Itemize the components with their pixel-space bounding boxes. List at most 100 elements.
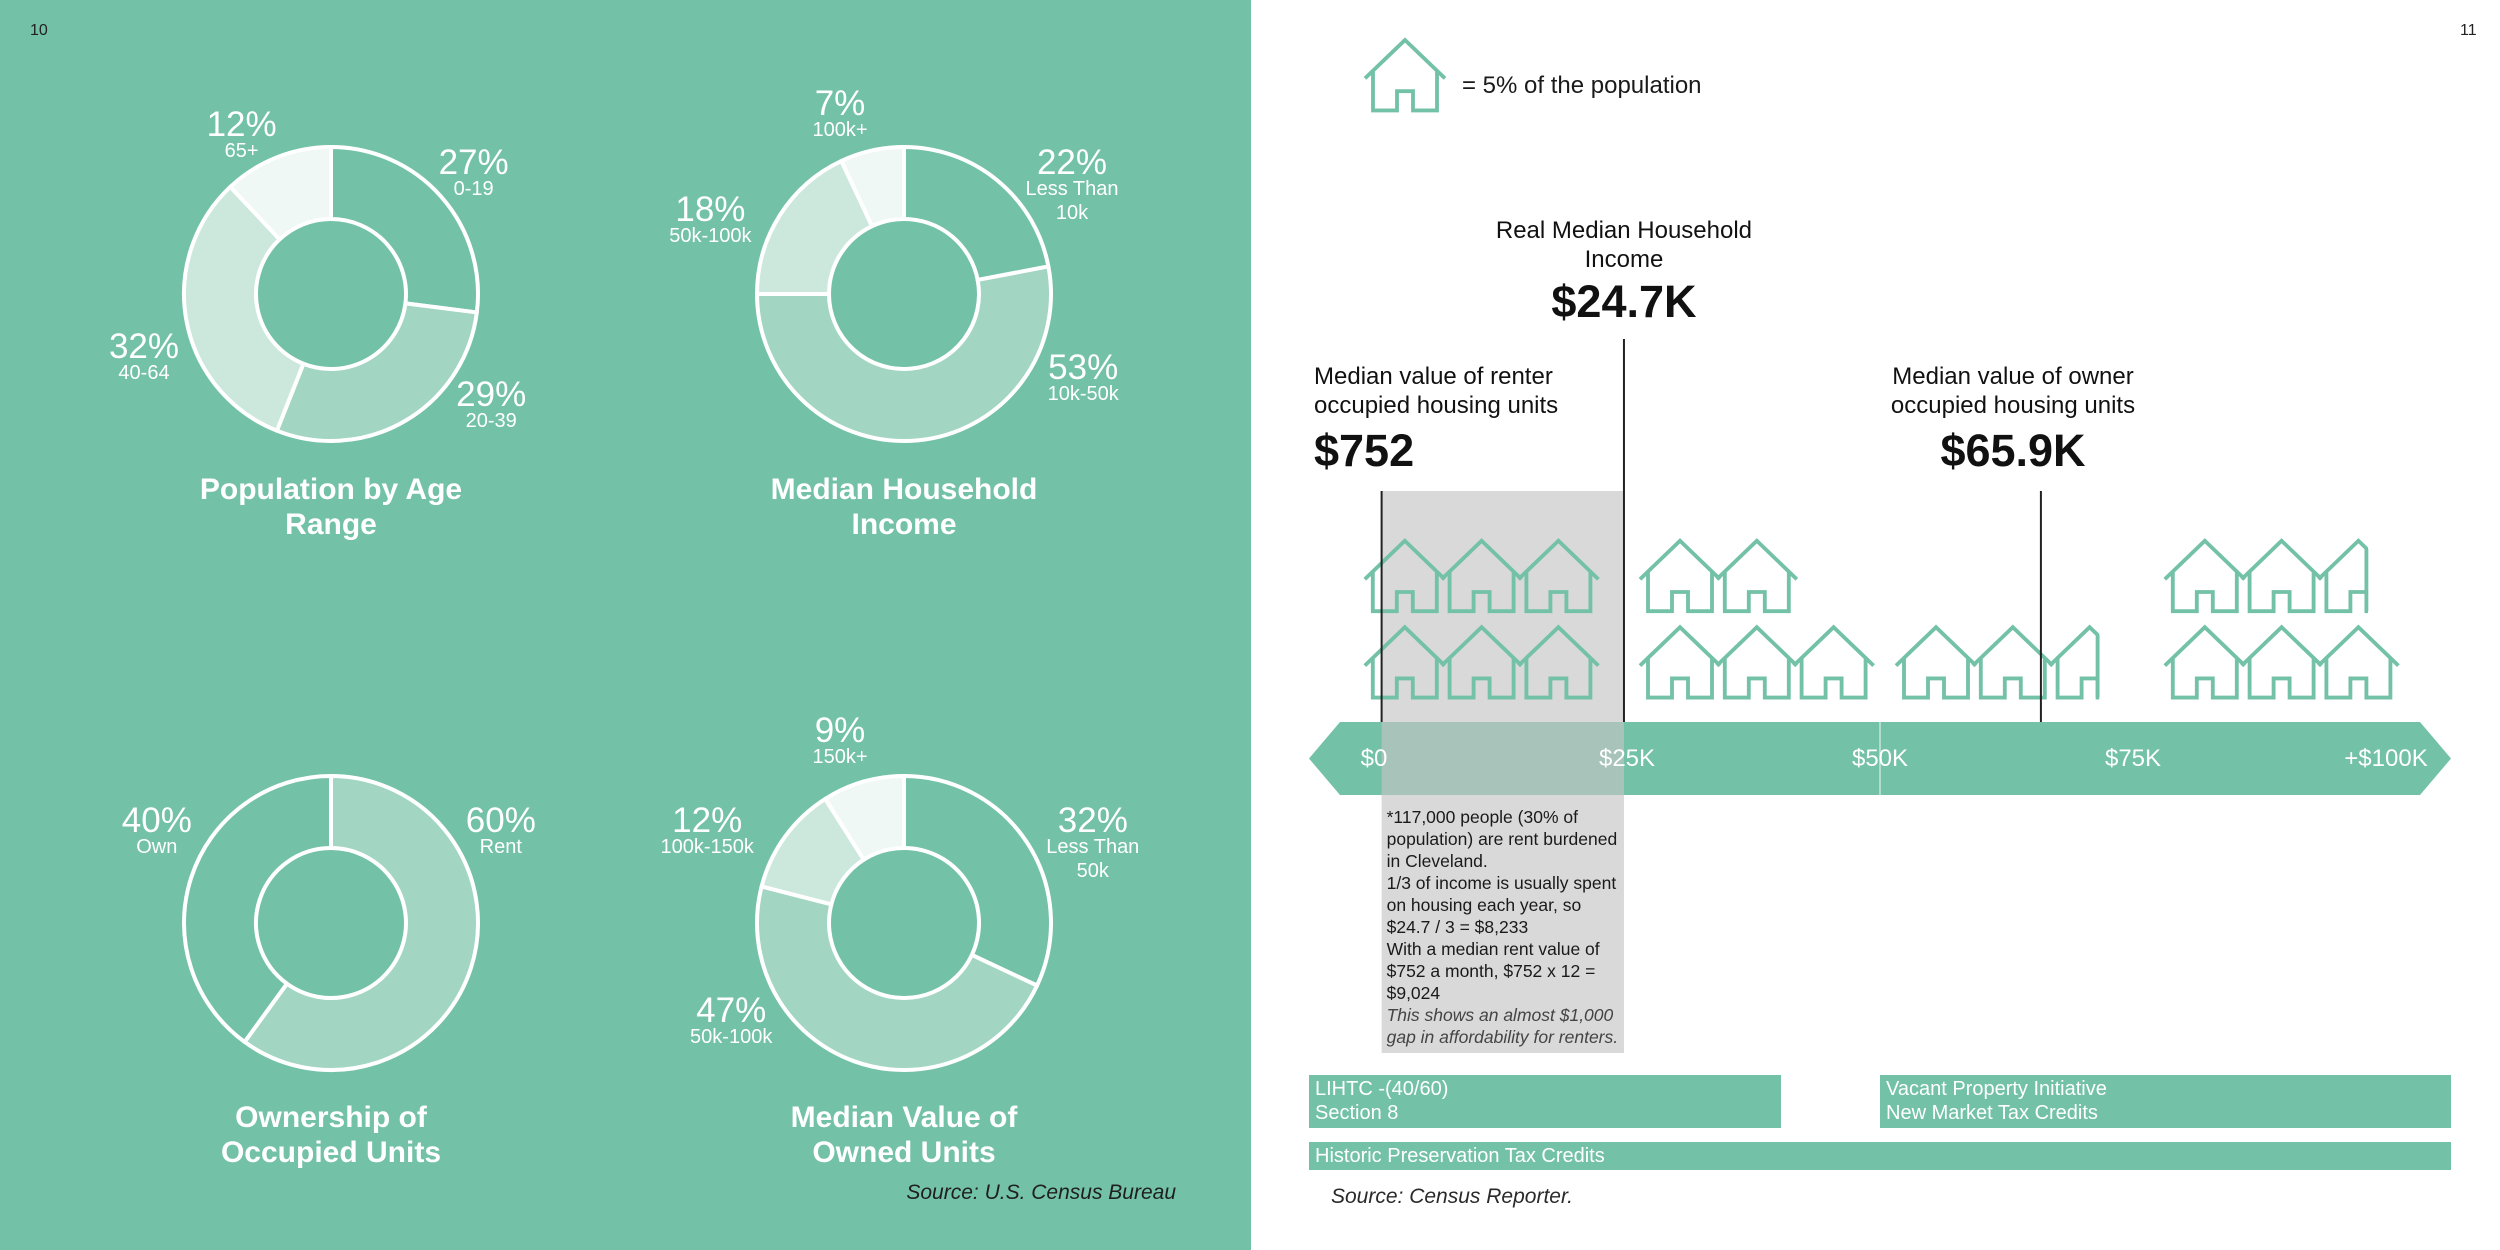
house-outline — [2240, 624, 2323, 700]
annotation-value: $65.9K — [1940, 425, 2086, 476]
x-tick-label: $50K — [1851, 744, 1909, 772]
house-outline — [2317, 538, 2368, 614]
x-tick-label: $75K — [2104, 744, 2162, 772]
program-label: Historic Preservation Tax Credits — [1315, 1145, 1605, 1167]
x-tick-label: $0 — [1360, 744, 1388, 772]
percent-label: 53% — [1048, 348, 1119, 387]
house-outline — [2163, 624, 2247, 700]
house-outline — [1638, 624, 1722, 700]
source: Source: U.S. Census Bureau — [906, 1181, 1176, 1204]
legend-text: = 5% of the population — [1462, 72, 1702, 99]
category-label: Less Than 50k — [1046, 835, 1140, 882]
house-half — [2317, 538, 2368, 614]
house-outline — [1363, 37, 1447, 113]
chart-title: Ownership of Occupied Units — [220, 1101, 442, 1169]
note: *117,000 people (30% of population) are … — [1387, 806, 1625, 1048]
category-label: 150k+ — [812, 746, 868, 769]
percent-label: 32% — [1057, 800, 1128, 840]
donut-segment — [839, 145, 906, 229]
house-outline — [2163, 538, 2247, 614]
percent-label: 29% — [456, 375, 527, 415]
house-icon — [1894, 624, 1978, 700]
annotation-value: $752 — [1314, 425, 1415, 476]
percent-label: 7% — [814, 84, 866, 123]
house-icon — [1715, 538, 1799, 614]
note-line: This shows an almost $1,000 gap in affor… — [1386, 1005, 1619, 1047]
category-label: 50k-100k — [669, 224, 752, 247]
program-label: Section 8 — [1315, 1102, 1399, 1124]
donut-segment — [902, 145, 1051, 282]
category-label: 50k-100k — [690, 1026, 773, 1049]
percent-label: 12% — [672, 800, 743, 840]
percent-label: 47% — [696, 991, 767, 1031]
house-outline — [1363, 538, 1447, 614]
percent-label: 27% — [438, 143, 509, 183]
legend-icon — [1363, 37, 1447, 113]
donut-segment — [902, 774, 1053, 988]
donut-segment — [755, 884, 1040, 1072]
house-icon — [2317, 624, 2400, 700]
house-icon — [2163, 538, 2247, 614]
category-label: 10k-50k — [1047, 383, 1119, 405]
annotation-value: $24.7K — [1551, 276, 1697, 327]
house-icon — [1363, 624, 1447, 700]
house-half — [2048, 624, 2100, 700]
category-label: 40-64 — [118, 362, 170, 385]
percent-label: 18% — [675, 189, 746, 229]
program-label: New Market Tax Credits — [1886, 1102, 2098, 1124]
house-icon — [1440, 538, 1523, 614]
chart-title: Median Household Income — [770, 473, 1038, 541]
category-label: Own — [136, 835, 178, 858]
house-icon — [1517, 538, 1600, 614]
house-icon — [1792, 624, 1875, 700]
house-outline — [1363, 624, 1447, 700]
house-outline — [1715, 538, 1799, 614]
house-icon — [2163, 624, 2247, 700]
category-label: Less Than 10k — [1025, 178, 1119, 225]
donut-segment — [755, 264, 1053, 443]
note-line: 1/3 of income is usually spent on housin… — [1386, 873, 1617, 937]
percent-label: 32% — [108, 327, 180, 367]
note-line: With a median rent value of $752 a month… — [1386, 939, 1600, 1003]
donut-segment — [182, 774, 333, 1044]
donut-segment — [329, 145, 480, 315]
annotation-label: Median value of renter occupied housing … — [1314, 363, 1559, 419]
donut-segment — [182, 184, 306, 433]
house-icon — [1363, 538, 1447, 614]
program-bar — [1880, 1075, 2451, 1128]
category-label: 65+ — [224, 139, 259, 162]
source: Source: Census Reporter. — [1331, 1185, 1574, 1208]
chart-title: Median Value of Owned Units — [790, 1101, 1018, 1169]
category-label: 100k-150k — [660, 835, 754, 858]
house-icon — [1517, 624, 1600, 700]
house-icon — [2317, 538, 2369, 614]
percent-label: 12% — [206, 104, 277, 144]
program-bar — [1309, 1142, 2451, 1170]
donut-segment — [823, 774, 906, 862]
category-label: 0-19 — [453, 178, 494, 201]
house-icon — [2240, 538, 2323, 614]
house-outline — [1894, 624, 1978, 700]
house-outline — [1715, 624, 1799, 700]
house-outline — [2317, 624, 2400, 700]
category-label: 100k+ — [812, 119, 868, 141]
percent-label: 40% — [121, 800, 192, 840]
donut-segment — [228, 145, 333, 242]
chart-title: Population by Age Range — [199, 473, 463, 541]
house-outline — [1440, 624, 1523, 700]
category-label: Rent — [479, 835, 522, 858]
donut-segment — [274, 301, 479, 443]
house-outline — [1517, 538, 1600, 614]
program-bar — [1309, 1075, 1781, 1128]
house-icon — [1638, 624, 1722, 700]
percent-label: 9% — [814, 711, 866, 751]
house-icon — [1638, 538, 1722, 614]
page-number: 11 — [2460, 22, 2477, 39]
annotation-label: Real Median Household Income — [1495, 217, 1753, 273]
house-outline — [1517, 624, 1600, 700]
category-label: 20-39 — [465, 410, 517, 433]
x-tick-label: $25K — [1598, 744, 1656, 772]
program-label: Vacant Property Initiative — [1886, 1078, 2107, 1100]
house-outline — [2240, 538, 2323, 614]
